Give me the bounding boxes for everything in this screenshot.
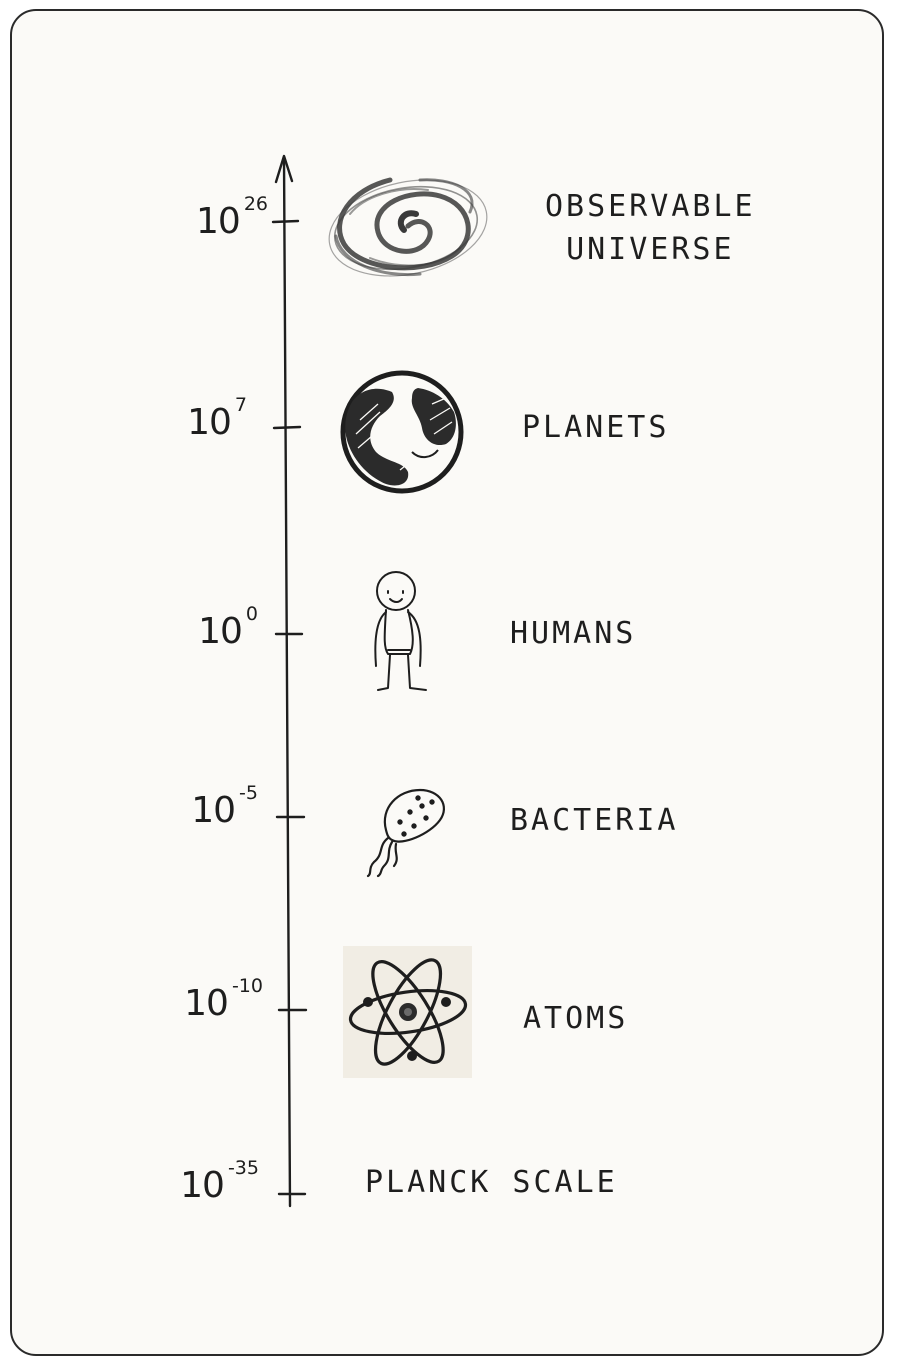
- axis-arrowhead: [274, 154, 294, 184]
- galaxy-icon: [328, 177, 488, 277]
- label-planets: PLANETS: [522, 410, 670, 445]
- label-atoms: ATOMS: [523, 1001, 629, 1036]
- planet-icon: [340, 370, 464, 494]
- tick-label: 10 -10: [184, 975, 263, 1024]
- atom-icon: [343, 946, 472, 1078]
- label-observable-universe: OBSERVABLE UNIVERSE: [545, 186, 756, 271]
- tick-label: 10 7: [187, 394, 247, 443]
- label-humans: HUMANS: [510, 616, 637, 651]
- tick-label: 10 0: [198, 603, 258, 652]
- person-icon: [374, 571, 427, 691]
- card: [10, 9, 884, 1356]
- axis-line: [282, 156, 292, 1208]
- tick-mark: [271, 219, 300, 224]
- tick-label: 10 -35: [180, 1157, 259, 1206]
- label-planck-scale: PLANCK SCALE: [365, 1165, 618, 1200]
- label-line: UNIVERSE: [566, 231, 735, 267]
- label-line: OBSERVABLE: [545, 189, 756, 224]
- tick-label: 10 26: [196, 193, 268, 242]
- tick-label: 10 -5: [191, 782, 258, 831]
- bacterium-icon: [366, 788, 445, 878]
- label-bacteria: BACTERIA: [510, 803, 679, 838]
- tick-mark: [272, 425, 302, 430]
